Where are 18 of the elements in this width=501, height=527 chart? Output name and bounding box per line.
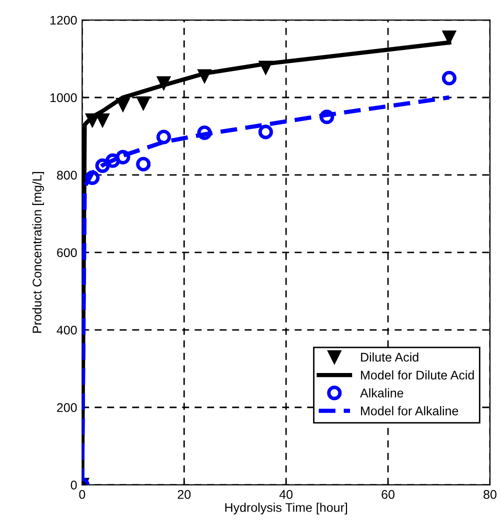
legend-label: Model for Dilute Acid [361, 370, 474, 380]
y-tick-label: 600 [57, 248, 77, 258]
x-axis-title: Hydrolysis Time [hour] [225, 502, 348, 514]
y-tick-label: 200 [57, 403, 77, 412]
y-tick-label: 1000 [50, 93, 77, 102]
y-axis-title: Product Concentration [mg/L] [32, 172, 44, 333]
x-tick-label: 80 [484, 490, 496, 499]
x-tick-label: 60 [382, 490, 394, 499]
y-tick-label: 400 [56, 326, 77, 335]
y-tick-label: 1200 [50, 16, 77, 25]
y-tick-label: 800 [56, 170, 77, 180]
x-tick-label: 40 [279, 490, 293, 499]
legend-label: Alkaline [360, 388, 404, 398]
y-tick-label: 0 [70, 480, 77, 490]
x-tick-label: 20 [178, 490, 191, 499]
legend-label: Model for Alkaline [361, 406, 458, 416]
x-tick-label: 0 [79, 490, 86, 499]
legend-label: Dilute Acid [361, 352, 418, 362]
